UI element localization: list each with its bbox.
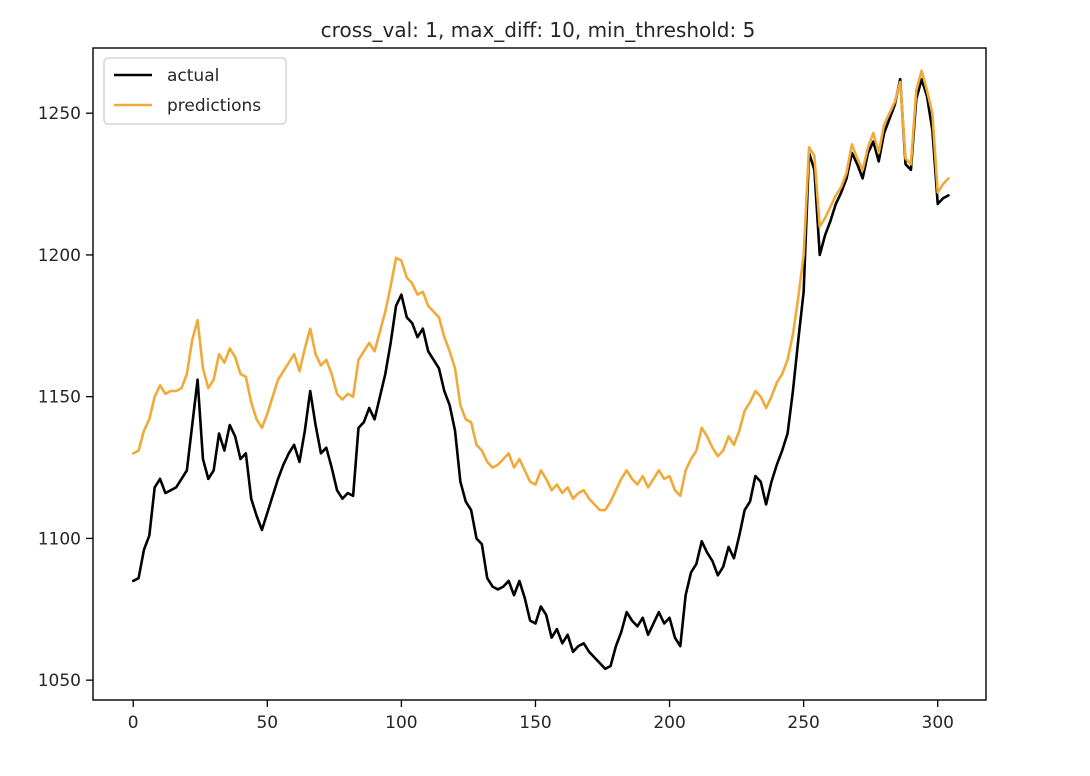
- legend-label-predictions: predictions: [167, 96, 261, 116]
- y-tick-label: 1250: [38, 104, 81, 124]
- x-tick-label: 50: [256, 713, 278, 733]
- y-tick-label: 1200: [38, 246, 81, 266]
- x-tick-label: 0: [128, 713, 139, 733]
- y-tick-label: 1100: [38, 529, 81, 549]
- axes-frame: [92, 47, 987, 701]
- x-tick-label: 200: [653, 713, 685, 733]
- legend-label-actual: actual: [167, 66, 219, 86]
- series-line-actual: [131, 77, 950, 671]
- axes: 0 50 100 150 200 250 300 1050 1100 1150 1200 1250: [38, 47, 987, 733]
- x-tick-label: 250: [787, 713, 819, 733]
- series-line-predictions: [131, 69, 950, 512]
- x-tick-label: 100: [385, 713, 417, 733]
- y-tick-label: 1050: [38, 671, 81, 691]
- plot-area: [131, 69, 950, 671]
- x-tick-label: 300: [922, 713, 954, 733]
- y-tick-label: 1150: [38, 388, 81, 408]
- legend: actual predictions: [103, 57, 287, 125]
- x-tick-label: 150: [519, 713, 551, 733]
- chart-title: cross_val: 1, max_diff: 10, min_threshol…: [321, 18, 756, 42]
